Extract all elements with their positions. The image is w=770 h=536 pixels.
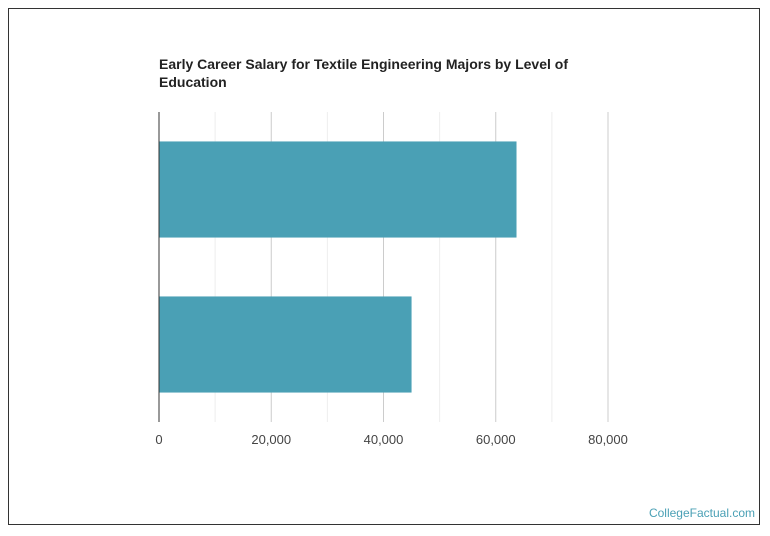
bars-layer — [159, 141, 517, 393]
x-tick-label-2: 40,000 — [364, 432, 404, 447]
x-tick-label-1: 20,000 — [251, 432, 291, 447]
bar-0[interactable] — [159, 141, 517, 238]
x-tick-label-3: 60,000 — [476, 432, 516, 447]
bar-1[interactable] — [159, 296, 412, 393]
watermark[interactable]: CollegeFactual.com — [648, 506, 755, 520]
x-tick-label-0: 0 — [155, 432, 162, 447]
x-axis-ticks: 0 20,000 40,000 60,000 80,000 — [155, 432, 628, 447]
x-tick-label-4: 80,000 — [588, 432, 628, 447]
chart-title: Early Career Salary for Textile Engineer… — [159, 56, 569, 90]
